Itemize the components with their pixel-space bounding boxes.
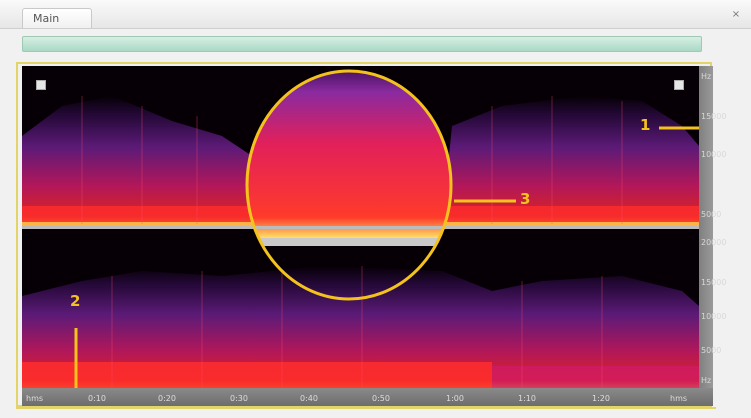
freq-label: 5000 — [701, 210, 722, 219]
close-icon[interactable]: × — [731, 9, 741, 20]
callout-number-1: 1 — [640, 116, 651, 134]
tab-main-label: Main — [33, 12, 60, 25]
time-label: 1:10 — [518, 394, 536, 403]
freq-label: 10000 — [701, 312, 727, 321]
time-label: 0:30 — [230, 394, 248, 403]
callout-number-3: 3 — [520, 190, 531, 208]
top-channel-spectrum-right — [442, 96, 699, 224]
spectral-display[interactable] — [22, 66, 699, 388]
freq-label: 10000 — [701, 150, 727, 159]
circled-gap-bar — [252, 238, 451, 246]
panel-bottom-border — [16, 407, 716, 409]
time-label: 0:20 — [158, 394, 176, 403]
time-label: 0:10 — [88, 394, 106, 403]
time-label: 0:50 — [372, 394, 390, 403]
zoom-square-icon[interactable] — [36, 80, 46, 90]
freq-label: 5000 — [701, 346, 722, 355]
freq-label: 15000 — [701, 278, 727, 287]
transient-streaks — [81, 96, 623, 388]
top-channel-spectrum — [22, 96, 262, 224]
time-label: hms — [26, 394, 44, 403]
bottom-channel-spectrum — [22, 266, 699, 388]
bottom-low-band — [22, 362, 492, 388]
channel-divider — [22, 226, 699, 229]
tab-main[interactable]: Main — [22, 8, 92, 28]
time-label: hms — [670, 394, 688, 403]
tab-bar: Main × — [0, 0, 751, 29]
bottom-low-band-right — [492, 366, 699, 388]
frequency-ruler[interactable] — [699, 66, 713, 388]
freq-label: 15000 — [701, 112, 727, 121]
freq-label: 20000 — [701, 238, 727, 247]
time-label: 1:20 — [592, 394, 610, 403]
time-label: 1:00 — [446, 394, 464, 403]
circled-hot-region — [247, 71, 451, 238]
time-label: 0:40 — [300, 394, 318, 403]
callout-number-2: 2 — [70, 292, 81, 310]
freq-label: Hz — [701, 72, 712, 81]
time-ruler[interactable] — [22, 388, 713, 406]
freq-label: Hz — [701, 376, 712, 385]
zoom-square-icon[interactable] — [674, 80, 684, 90]
callout-circle — [245, 69, 453, 301]
waveform-overview-bar[interactable] — [22, 36, 702, 52]
